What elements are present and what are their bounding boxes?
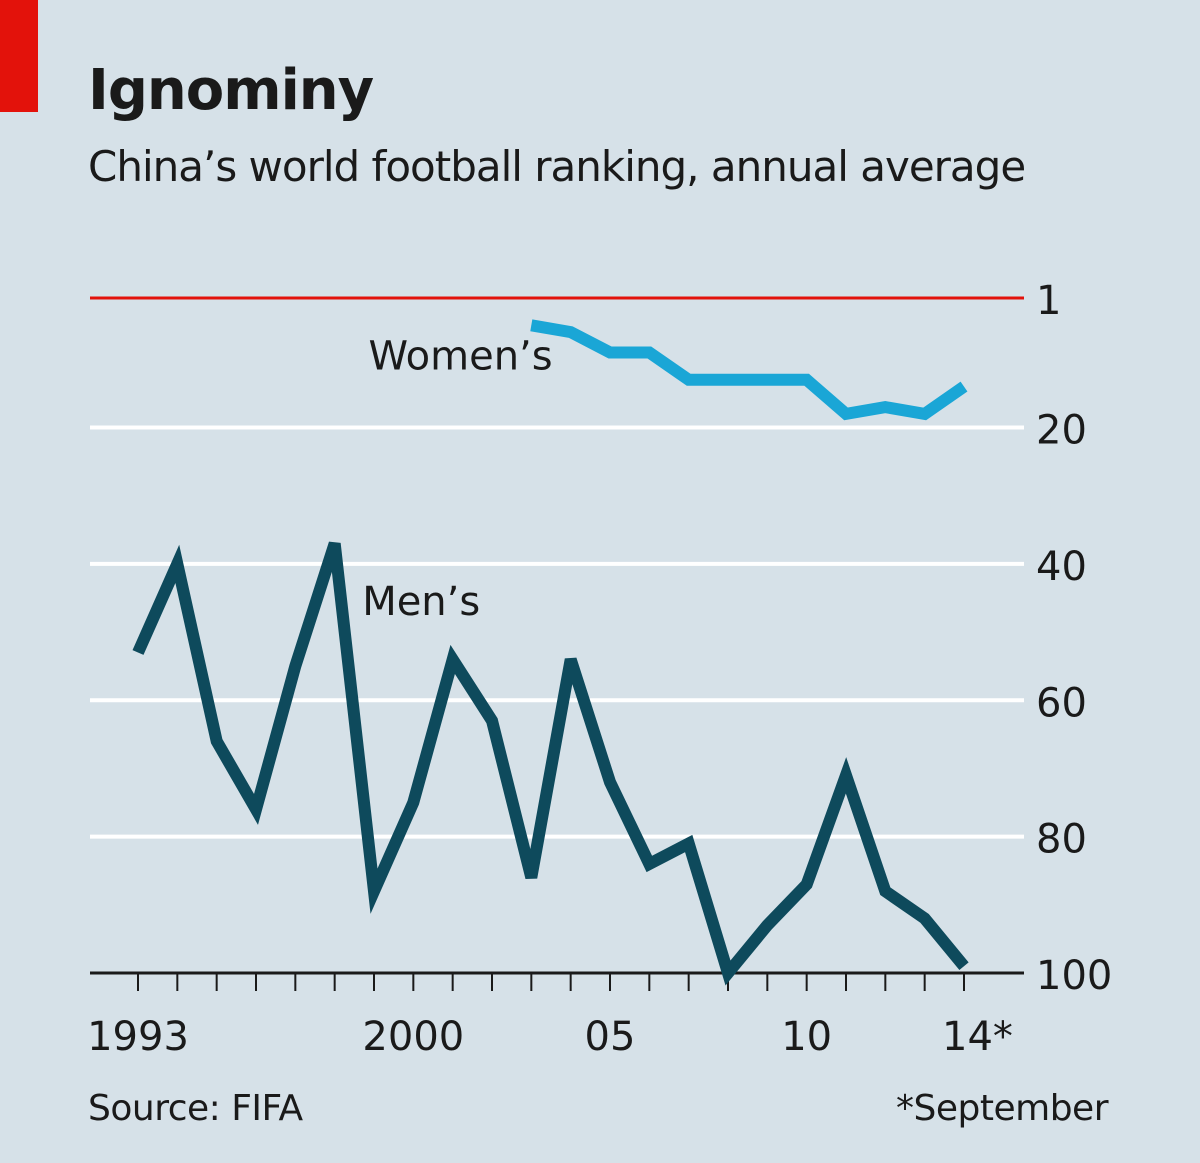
y-tick-label-80: 80 <box>1036 817 1087 863</box>
y-tick-label-100: 100 <box>1036 953 1112 999</box>
series-label-0: Women’s <box>368 334 552 380</box>
x-tick-label-2005: 05 <box>585 1014 636 1060</box>
y-tick-label-1: 1 <box>1036 278 1061 324</box>
red-accent-tag <box>0 0 38 112</box>
chart-subtitle: China’s world football ranking, annual a… <box>88 142 1026 191</box>
series-line-0 <box>530 319 968 421</box>
x-tick-label-1993: 1993 <box>87 1014 189 1060</box>
chart-title: Ignominy <box>88 58 374 123</box>
footnote: *September <box>896 1088 1108 1129</box>
y-tick-label-40: 40 <box>1036 544 1087 590</box>
series-label-1: Men’s <box>362 579 480 625</box>
source-note: Source: FIFA <box>88 1088 303 1129</box>
x-tick-label-2010: 10 <box>781 1014 832 1060</box>
y-tick-label-60: 60 <box>1036 680 1087 726</box>
y-tick-label-20: 20 <box>1036 408 1087 454</box>
series-line-1 <box>132 541 969 986</box>
x-tick-label-2000: 2000 <box>362 1014 464 1060</box>
x-tick-label-2014: 14* <box>942 1014 1013 1060</box>
